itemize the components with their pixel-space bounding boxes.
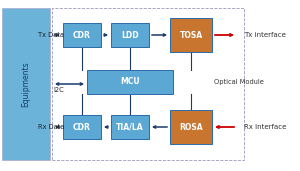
Bar — [63, 23, 101, 47]
Bar — [63, 115, 101, 139]
Bar — [2, 8, 50, 160]
Bar — [111, 115, 149, 139]
Text: ROSA: ROSA — [179, 122, 203, 131]
Text: MCU: MCU — [120, 77, 140, 87]
Text: Optical Module: Optical Module — [214, 79, 264, 85]
Text: Tx interface: Tx interface — [244, 32, 286, 38]
Text: TOSA: TOSA — [179, 30, 203, 40]
Bar — [111, 23, 149, 47]
Bar — [52, 8, 244, 160]
Text: LDD: LDD — [121, 30, 139, 40]
Text: Equipments: Equipments — [22, 61, 31, 107]
Text: I2C: I2C — [53, 87, 64, 93]
Text: Tx Data: Tx Data — [38, 32, 64, 38]
Bar — [170, 18, 212, 52]
Text: CDR: CDR — [73, 30, 91, 40]
Text: Rx Data: Rx Data — [38, 124, 64, 130]
Bar — [170, 110, 212, 144]
Text: CDR: CDR — [73, 122, 91, 131]
Bar — [87, 70, 173, 94]
Text: TIA/LA: TIA/LA — [116, 122, 144, 131]
Text: Rx interface: Rx interface — [244, 124, 286, 130]
